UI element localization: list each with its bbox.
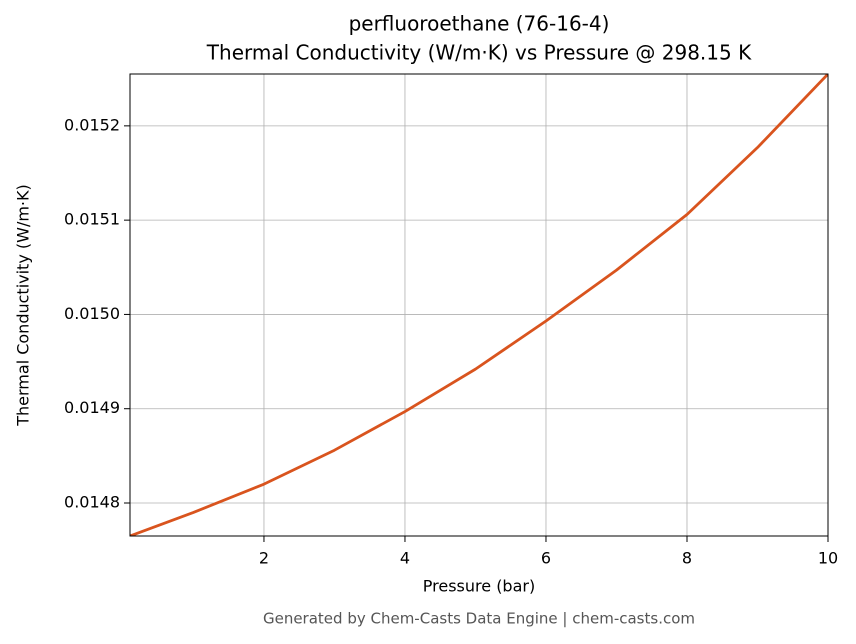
- y-tick-label: 0.0152: [64, 115, 120, 134]
- data-line: [130, 74, 828, 536]
- y-tick-label: 0.0151: [64, 210, 120, 229]
- x-tick-label: 8: [682, 549, 692, 568]
- footer: Generated by Chem-Casts Data Engine | ch…: [263, 610, 695, 628]
- x-tick-label: 2: [259, 549, 269, 568]
- y-tick-label: 0.0148: [64, 493, 120, 512]
- y-tick-label: 0.0150: [64, 304, 120, 323]
- x-tick-label: 6: [541, 549, 551, 568]
- plot-frame: [129, 73, 829, 537]
- chart-subtitle: Thermal Conductivity (W/m·K) vs Pressure…: [206, 41, 752, 65]
- x-axis-label: Pressure (bar): [423, 577, 535, 596]
- chart-title: perfluoroethane (76-16-4): [349, 12, 610, 36]
- y-tick-label: 0.0149: [64, 398, 120, 417]
- x-tick-label: 10: [818, 549, 838, 568]
- x-tick-label: 4: [400, 549, 410, 568]
- y-axis-label: Thermal Conductivity (W/m·K): [14, 184, 33, 427]
